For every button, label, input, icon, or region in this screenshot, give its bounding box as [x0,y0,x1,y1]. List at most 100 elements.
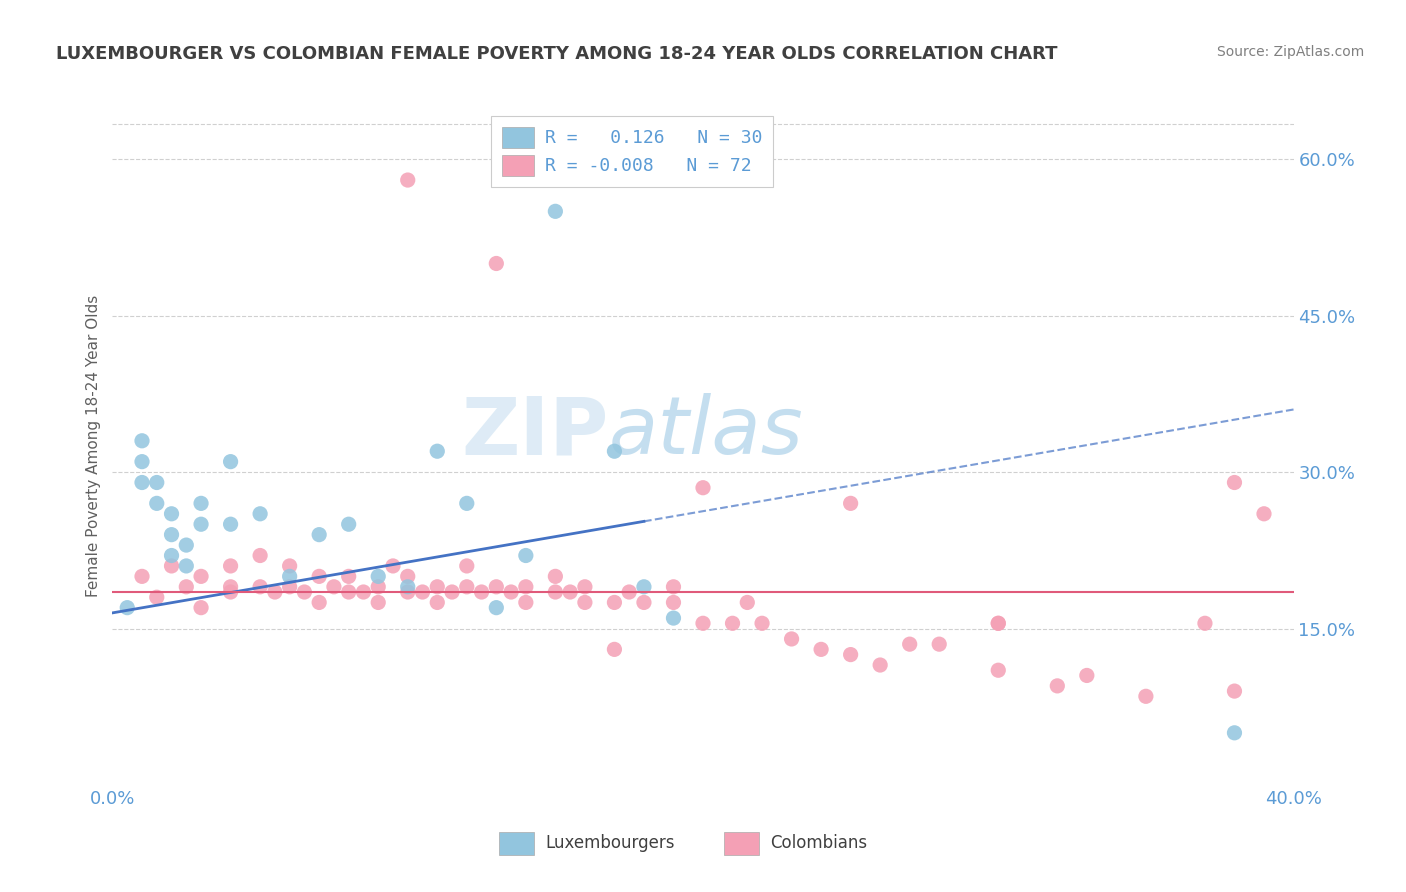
Point [264,585,287,599]
Point [396,569,419,583]
Point [662,611,685,625]
Point [337,585,360,599]
Point [603,595,626,609]
Point [470,585,494,599]
Point [515,549,537,563]
Point [751,616,773,631]
Point [574,580,596,594]
Point [219,517,242,532]
Point [501,585,523,599]
Point [292,585,315,599]
Point [219,580,242,594]
Point [131,569,153,583]
Point [249,549,271,563]
Point [367,569,389,583]
Point [278,580,301,594]
Point [382,558,405,573]
Point [692,616,714,631]
Point [898,637,921,651]
Point [558,585,582,599]
Point [190,600,212,615]
Point [352,585,374,599]
Point [633,595,655,609]
Point [544,569,567,583]
Point [396,580,419,594]
Point [323,580,346,594]
Point [219,558,242,573]
Point [367,580,389,594]
Point [544,585,567,599]
Y-axis label: Female Poverty Among 18-24 Year Olds: Female Poverty Among 18-24 Year Olds [86,295,101,597]
Point [146,496,169,510]
Point [249,580,271,594]
Point [721,616,744,631]
Point [839,496,862,510]
Point [515,580,537,594]
Point [160,507,183,521]
Point [1223,684,1246,698]
Text: LUXEMBOURGER VS COLOMBIAN FEMALE POVERTY AMONG 18-24 YEAR OLDS CORRELATION CHART: LUXEMBOURGER VS COLOMBIAN FEMALE POVERTY… [56,45,1057,62]
Point [117,600,138,615]
Point [544,204,567,219]
Point [515,595,537,609]
Point [160,549,183,563]
Point [190,496,212,510]
Point [987,663,1010,677]
Text: Luxembourgers: Luxembourgers [546,834,675,852]
Point [928,637,950,651]
Text: Colombians: Colombians [770,834,868,852]
Point [987,616,1010,631]
Point [308,595,330,609]
Point [869,658,891,673]
Point [737,595,759,609]
Point [160,527,183,541]
Point [426,580,449,594]
Point [1223,475,1246,490]
Point [174,558,197,573]
Point [1046,679,1069,693]
Point [574,595,596,609]
Point [219,455,242,469]
Point [603,444,626,458]
Point [337,517,360,532]
Point [174,538,197,552]
Point [662,580,685,594]
Point [441,585,464,599]
Point [131,434,153,448]
Point [190,569,212,583]
Legend: R =   0.126   N = 30, R = -0.008   N = 72: R = 0.126 N = 30, R = -0.008 N = 72 [491,116,773,186]
Point [485,580,508,594]
Point [190,517,212,532]
Point [456,558,478,573]
Point [146,591,169,605]
Point [810,642,832,657]
Point [337,569,360,583]
Point [131,475,153,490]
Point [160,558,183,573]
Point [456,580,478,594]
Text: ZIP: ZIP [461,393,609,472]
Point [308,569,330,583]
Point [987,616,1010,631]
Point [396,585,419,599]
Point [780,632,803,646]
Point [839,648,862,662]
Point [692,481,714,495]
Point [396,173,419,187]
Point [367,595,389,609]
Point [1194,616,1216,631]
Point [426,595,449,609]
Point [619,585,641,599]
Point [278,558,301,573]
Point [1076,668,1098,682]
Point [426,444,449,458]
Point [278,569,301,583]
Point [308,527,330,541]
Text: Source: ZipAtlas.com: Source: ZipAtlas.com [1216,45,1364,59]
Text: atlas: atlas [609,393,803,472]
Point [485,256,508,270]
Point [1253,507,1275,521]
Point [249,507,271,521]
Point [411,585,433,599]
Point [1135,690,1157,704]
